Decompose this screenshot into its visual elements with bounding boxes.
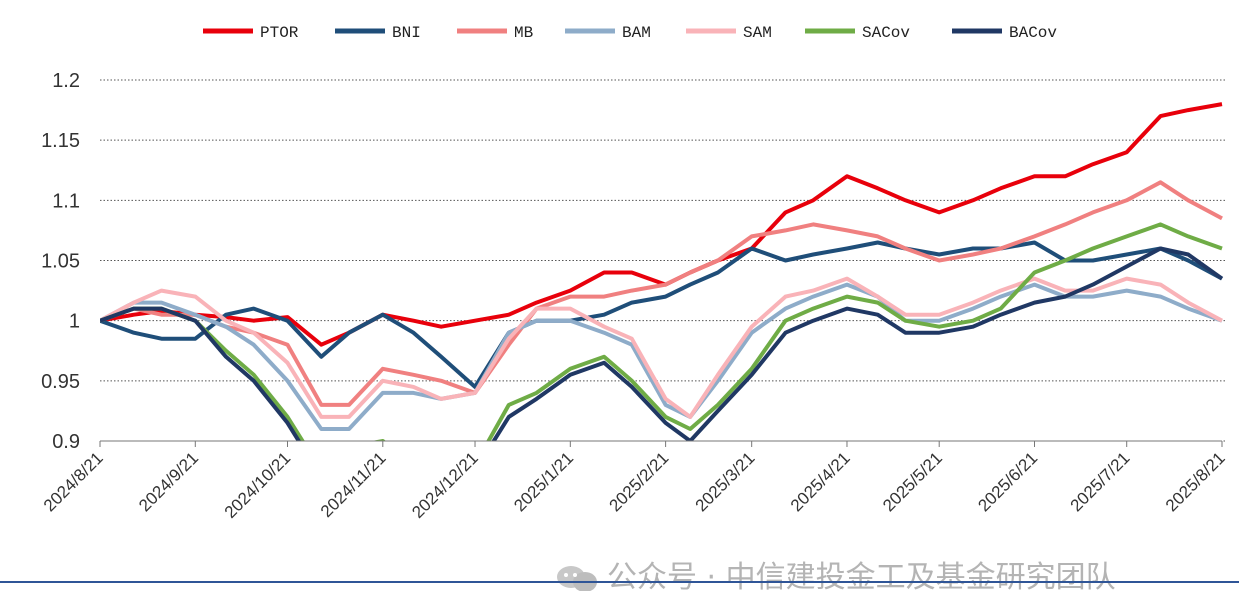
y-tick-label: 0.95 bbox=[41, 371, 80, 393]
legend: PTOR BNI MB BAM SAM SACov BACov bbox=[203, 24, 1057, 42]
legend-label-bam: BAM bbox=[622, 24, 651, 42]
legend-label-ptor: PTOR bbox=[260, 24, 299, 42]
x-tick-label: 2024/11/21 bbox=[317, 448, 390, 521]
y-tick-label: 1.15 bbox=[41, 130, 80, 152]
series-line-sam bbox=[100, 276, 1223, 419]
bottom-rule bbox=[0, 581, 1239, 583]
y-tick-label: 0.9 bbox=[52, 431, 80, 453]
y-tick-label: 1.05 bbox=[41, 251, 80, 273]
x-tick-label: 2024/12/21 bbox=[408, 448, 482, 522]
legend-label-sam: SAM bbox=[743, 24, 772, 42]
y-tick-label: 1 bbox=[69, 311, 80, 333]
x-tick-label: 2025/7/21 bbox=[1067, 448, 1134, 515]
x-tick-label: 2025/1/21 bbox=[510, 448, 577, 515]
x-tick-label: 2025/6/21 bbox=[974, 448, 1041, 515]
series-line-bam bbox=[100, 282, 1223, 431]
legend-label-bacov: BACov bbox=[1009, 24, 1057, 42]
x-tick-label: 2024/9/21 bbox=[135, 448, 202, 515]
y-tick-label: 1.1 bbox=[52, 190, 80, 212]
gridlines bbox=[100, 79, 1225, 442]
series-line-mb bbox=[100, 180, 1223, 407]
series-line-sacov bbox=[100, 222, 1223, 441]
x-tick-label: 2024/10/21 bbox=[221, 448, 295, 522]
watermark-text: 公众号 · 中信建投金工及基金研究团队 bbox=[607, 560, 1116, 591]
series-group bbox=[100, 102, 1224, 441]
x-tick-label: 2025/3/21 bbox=[692, 448, 759, 515]
x-tick-label: 2025/5/21 bbox=[879, 448, 946, 515]
x-tick-label: 2025/8/21 bbox=[1162, 448, 1229, 515]
x-axis: 2024/8/21 2024/9/21 2024/10/21 2024/11/21 20… bbox=[40, 440, 1229, 522]
wechat-icon bbox=[557, 565, 597, 591]
x-tick-label: 2025/2/21 bbox=[606, 448, 673, 515]
y-axis: 0.9 0.95 1 1.05 1.1 1.15 1.2 bbox=[41, 70, 80, 453]
x-tick-label: 2024/8/21 bbox=[40, 448, 107, 515]
y-tick-label: 1.2 bbox=[52, 70, 80, 92]
series-line-bni bbox=[100, 240, 1223, 389]
legend-label-bni: BNI bbox=[392, 24, 421, 42]
x-tick-label: 2025/4/21 bbox=[787, 448, 854, 515]
legend-label-sacov: SACov bbox=[862, 24, 910, 42]
series-line-bacov bbox=[100, 246, 1224, 441]
legend-label-mb: MB bbox=[514, 24, 533, 42]
watermark: 公众号 · 中信建投金工及基金研究团队 bbox=[555, 552, 1239, 591]
